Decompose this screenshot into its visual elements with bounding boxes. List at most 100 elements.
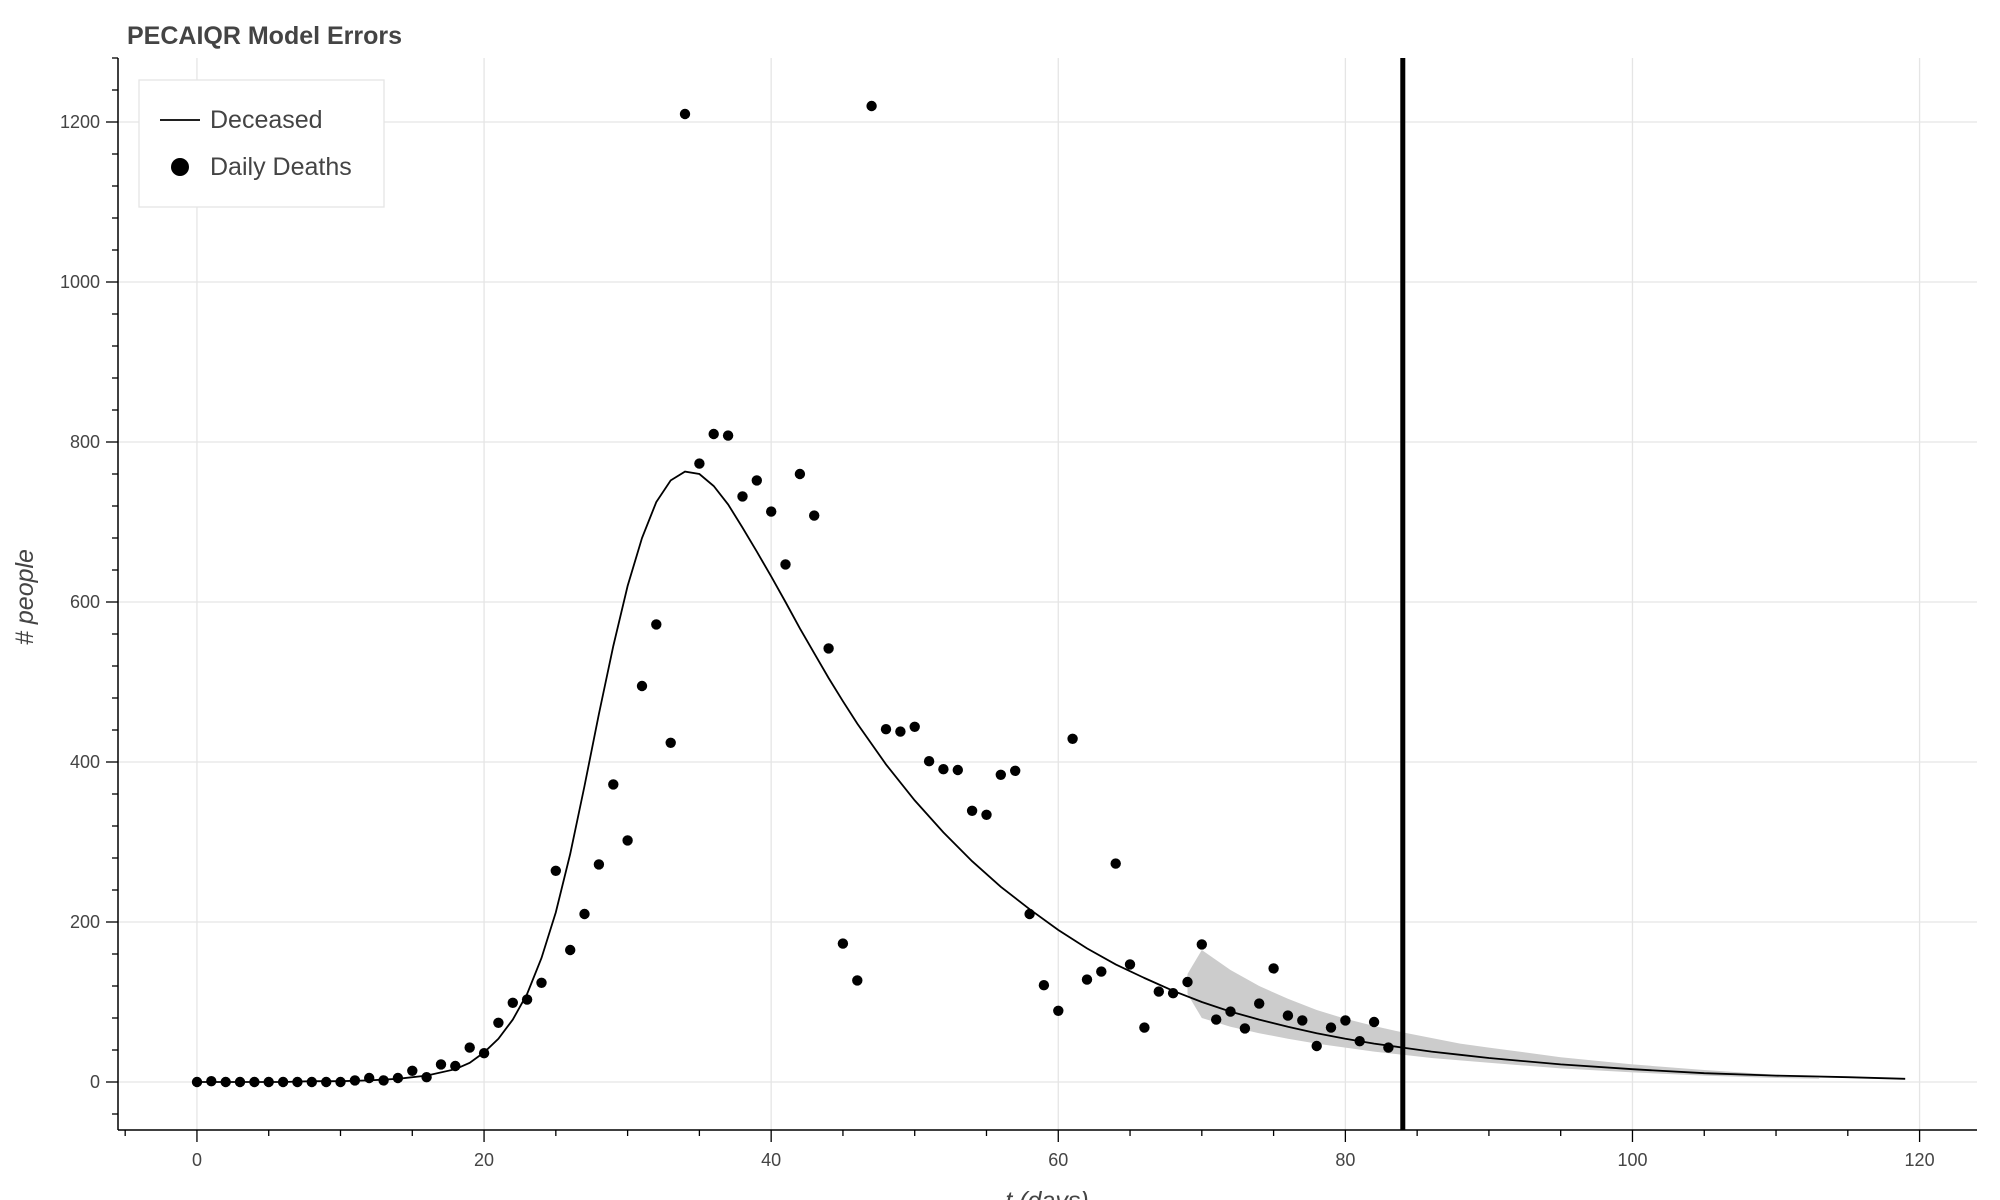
x-axis-label: t (days) bbox=[1005, 1187, 1088, 1200]
daily-death-point bbox=[478, 1048, 490, 1059]
daily-death-point bbox=[493, 1017, 504, 1028]
daily-death-point bbox=[1096, 966, 1107, 977]
daily-death-point bbox=[1311, 1040, 1322, 1052]
daily-death-point bbox=[1110, 858, 1121, 869]
daily-death-point bbox=[636, 680, 648, 692]
daily-death-point bbox=[421, 1072, 432, 1083]
daily-death-point bbox=[1325, 1022, 1337, 1033]
daily-death-point bbox=[249, 1076, 260, 1088]
legend-box bbox=[138, 79, 385, 208]
daily-death-point bbox=[608, 779, 619, 790]
daily-death-point bbox=[521, 994, 533, 1005]
x-tick-label: 40 bbox=[761, 1150, 781, 1170]
daily-death-point bbox=[579, 908, 590, 920]
daily-death-point bbox=[880, 724, 892, 735]
daily-death-point bbox=[809, 510, 820, 521]
daily-death-point bbox=[1297, 1015, 1308, 1026]
daily-death-point bbox=[1225, 1006, 1236, 1017]
daily-death-point bbox=[1268, 963, 1279, 974]
axes bbox=[117, 58, 1977, 1131]
daily-death-point bbox=[435, 1059, 447, 1070]
daily-death-point bbox=[593, 859, 605, 870]
daily-death-point bbox=[866, 100, 877, 112]
daily-death-point bbox=[277, 1076, 289, 1088]
daily-death-point bbox=[1153, 986, 1165, 997]
daily-death-point bbox=[392, 1072, 404, 1084]
daily-death-point bbox=[1024, 908, 1035, 920]
legend-label-daily-deaths: Daily Deaths bbox=[210, 153, 352, 181]
daily-death-point bbox=[407, 1065, 418, 1077]
daily-death-point bbox=[895, 726, 906, 737]
x-tick-label: 20 bbox=[474, 1150, 494, 1170]
daily-death-point bbox=[694, 458, 705, 469]
deceased-line bbox=[197, 470, 1906, 1083]
chart-title: PECAIQR Model Errors bbox=[127, 22, 402, 50]
daily-death-point bbox=[1254, 998, 1265, 1009]
daily-death-point bbox=[450, 1060, 461, 1072]
y-tick-label: 600 bbox=[70, 592, 100, 612]
daily-death-point bbox=[378, 1075, 389, 1086]
daily-death-point bbox=[1167, 988, 1179, 999]
daily-death-point bbox=[1038, 980, 1050, 991]
daily-death-point bbox=[852, 975, 863, 986]
legend-dot-swatch bbox=[171, 158, 189, 176]
daily-death-point bbox=[206, 1076, 217, 1087]
daily-death-point bbox=[679, 108, 691, 120]
daily-death-point bbox=[507, 997, 518, 1008]
daily-death-point bbox=[306, 1076, 317, 1088]
daily-death-point bbox=[1239, 1023, 1251, 1034]
daily-death-point bbox=[335, 1076, 346, 1088]
point-layer bbox=[191, 100, 1394, 1088]
legend-label-deceased: Deceased bbox=[210, 106, 323, 134]
daily-death-point bbox=[737, 491, 748, 502]
legend: Deceased Daily Deaths bbox=[138, 79, 385, 208]
daily-death-point bbox=[1067, 733, 1078, 744]
daily-death-point bbox=[823, 643, 834, 654]
daily-death-point bbox=[364, 1072, 375, 1084]
daily-death-point bbox=[349, 1075, 361, 1086]
daily-death-point bbox=[1053, 1005, 1064, 1016]
daily-death-point bbox=[708, 428, 719, 440]
daily-death-point bbox=[1196, 939, 1208, 950]
daily-death-point bbox=[1124, 959, 1136, 970]
daily-death-point bbox=[766, 506, 777, 517]
daily-death-point bbox=[536, 977, 547, 988]
x-tick-label: 60 bbox=[1048, 1150, 1068, 1170]
grid-lines bbox=[118, 58, 1977, 1130]
daily-death-point bbox=[952, 764, 963, 776]
x-tick-label: 80 bbox=[1335, 1150, 1355, 1170]
x-tick-label: 100 bbox=[1617, 1150, 1647, 1170]
y-tick-label: 400 bbox=[70, 752, 100, 772]
daily-death-point bbox=[321, 1076, 332, 1088]
daily-death-point bbox=[1081, 974, 1093, 985]
daily-death-point bbox=[191, 1076, 203, 1088]
daily-death-point bbox=[938, 764, 949, 775]
daily-death-point bbox=[651, 619, 662, 630]
daily-death-point bbox=[794, 468, 806, 480]
daily-death-point bbox=[751, 475, 762, 486]
daily-death-point bbox=[909, 721, 920, 732]
daily-death-point bbox=[234, 1076, 246, 1088]
y-tick-label: 1200 bbox=[60, 112, 100, 132]
x-tick-label: 120 bbox=[1905, 1150, 1935, 1170]
daily-death-point bbox=[966, 805, 978, 816]
daily-death-point bbox=[1182, 976, 1193, 988]
daily-death-point bbox=[622, 835, 633, 846]
daily-death-point bbox=[1010, 765, 1021, 776]
daily-death-point bbox=[292, 1076, 303, 1088]
y-tick-label: 800 bbox=[70, 432, 100, 452]
uncertainty-band bbox=[1187, 950, 1820, 1079]
y-tick-label: 1000 bbox=[60, 272, 100, 292]
daily-death-point bbox=[1282, 1010, 1294, 1021]
daily-death-point bbox=[1211, 1014, 1222, 1025]
band-layer bbox=[1187, 950, 1820, 1079]
daily-death-point bbox=[923, 756, 935, 767]
daily-death-point bbox=[220, 1076, 231, 1088]
daily-death-point bbox=[1368, 1016, 1380, 1028]
daily-death-point bbox=[665, 737, 676, 748]
y-tick-label: 0 bbox=[90, 1072, 100, 1092]
daily-death-point bbox=[981, 809, 992, 820]
x-tick-label: 0 bbox=[192, 1150, 202, 1170]
